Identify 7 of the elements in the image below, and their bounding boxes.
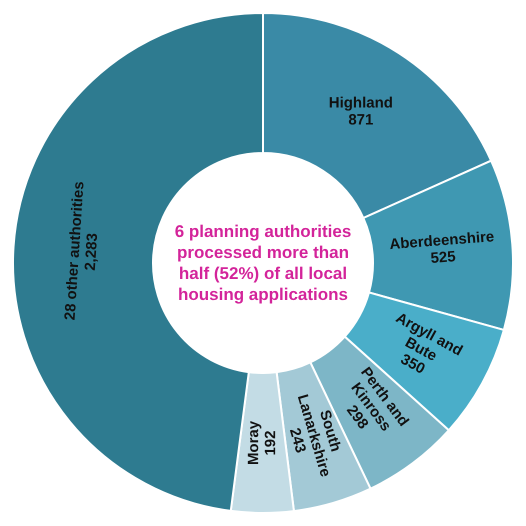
data-label: 192 xyxy=(262,430,280,456)
data-label: 2,283 xyxy=(82,232,102,272)
slice-label: Moray xyxy=(245,420,262,466)
data-label: 871 xyxy=(348,112,374,129)
slice-label: Highland xyxy=(328,94,393,112)
text: 6 planning authorities processed more than half (52%) of all local housing applications xyxy=(174,221,352,306)
data-label: 525 xyxy=(430,248,456,268)
